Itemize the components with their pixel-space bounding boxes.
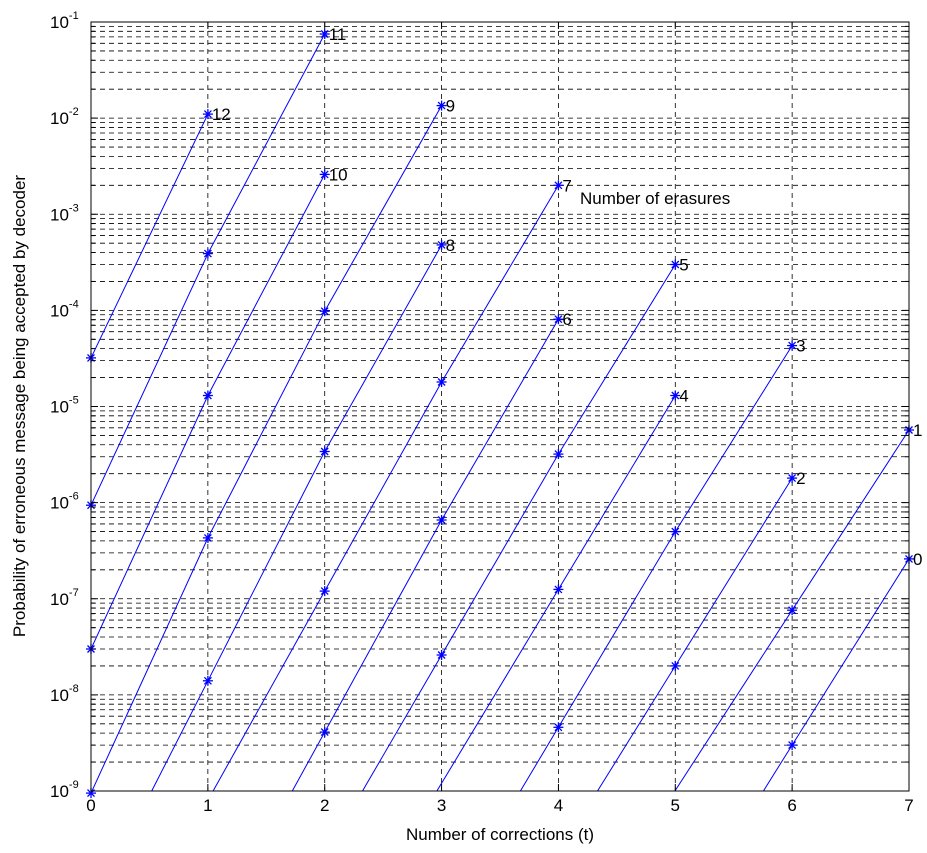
series-markers bbox=[86, 29, 914, 799]
y-tick-label: 10-1 bbox=[50, 10, 79, 32]
series-line-5 bbox=[362, 264, 676, 791]
data-point-marker bbox=[787, 740, 798, 751]
y-tick-label: 10-2 bbox=[50, 106, 79, 128]
y-tick-label: 10-8 bbox=[50, 683, 79, 705]
series-label-7: 7 bbox=[562, 176, 571, 195]
series-line-8 bbox=[151, 244, 443, 791]
annotation-number-of-erasures: Number of erasures bbox=[580, 189, 730, 208]
data-point-marker bbox=[319, 306, 330, 317]
axis-ticks bbox=[90, 21, 910, 792]
data-point-marker bbox=[787, 605, 798, 616]
y-tick-label: 10-4 bbox=[50, 298, 79, 320]
data-point-marker bbox=[553, 314, 564, 325]
data-point-marker bbox=[436, 650, 447, 660]
data-point-marker bbox=[202, 109, 213, 120]
x-tick-label: 3 bbox=[437, 796, 446, 815]
data-point-marker bbox=[202, 532, 213, 543]
data-point-marker bbox=[670, 526, 681, 537]
y-tick-label: 10-3 bbox=[50, 202, 79, 224]
series-line-7 bbox=[212, 185, 559, 791]
data-point-marker bbox=[670, 660, 681, 671]
y-tick-labels: 10-9 10-8 10-7 10-6 10-5 10-4 10-3 10-2 10-1 bbox=[50, 10, 79, 801]
x-tick-label: 2 bbox=[320, 796, 329, 815]
y-tick-label: 10-5 bbox=[50, 395, 79, 417]
y-tick-label: 10-7 bbox=[50, 587, 79, 609]
data-point-marker bbox=[436, 239, 447, 250]
series-label-9: 9 bbox=[446, 97, 455, 116]
series-label-10: 10 bbox=[329, 165, 348, 184]
series-line-3 bbox=[519, 345, 793, 791]
data-point-marker bbox=[202, 248, 213, 259]
series-label-12: 12 bbox=[212, 105, 231, 124]
data-point-marker bbox=[319, 727, 330, 738]
x-axis-title: Number of corrections (t) bbox=[406, 825, 594, 844]
x-tick-label: 4 bbox=[554, 796, 563, 815]
series-line-12 bbox=[91, 113, 209, 360]
series-line-10 bbox=[91, 174, 326, 651]
series-label-5: 5 bbox=[679, 256, 688, 275]
data-point-marker bbox=[202, 675, 213, 686]
x-tick-labels: 0 1 2 3 4 5 6 7 bbox=[86, 796, 913, 815]
series-label-8: 8 bbox=[446, 236, 455, 255]
series-label-6: 6 bbox=[562, 310, 571, 329]
data-point-marker bbox=[553, 449, 564, 460]
data-point-marker bbox=[553, 584, 564, 595]
data-point-marker bbox=[670, 259, 681, 270]
series-line-6 bbox=[291, 318, 559, 791]
grid bbox=[91, 22, 909, 791]
y-axis-title: Probability of erroneous message being a… bbox=[10, 175, 29, 637]
y-tick-label: 10-6 bbox=[50, 491, 79, 513]
data-point-marker bbox=[436, 515, 447, 525]
series-label-11: 11 bbox=[329, 25, 347, 44]
x-tick-label: 5 bbox=[671, 796, 680, 815]
data-point-marker bbox=[319, 586, 330, 597]
series-label-2: 2 bbox=[796, 469, 805, 488]
series-label-4: 4 bbox=[679, 387, 688, 406]
x-tick-label: 1 bbox=[203, 796, 212, 815]
x-tick-label: 6 bbox=[787, 796, 796, 815]
data-point-marker bbox=[202, 390, 213, 401]
data-point-marker bbox=[553, 722, 564, 733]
x-tick-label: 7 bbox=[904, 796, 913, 815]
data-point-marker bbox=[670, 390, 681, 401]
data-point-marker bbox=[787, 340, 798, 351]
x-tick-label: 0 bbox=[86, 796, 95, 815]
data-point-marker bbox=[553, 180, 564, 191]
series-label-1: 1 bbox=[913, 421, 922, 440]
data-point-marker bbox=[319, 29, 330, 39]
data-point-marker bbox=[436, 100, 447, 111]
data-point-marker bbox=[787, 473, 798, 484]
series-label-0: 0 bbox=[913, 550, 922, 569]
series-label-3: 3 bbox=[796, 337, 805, 356]
y-tick-label: 10-9 bbox=[50, 779, 79, 801]
data-point-marker bbox=[436, 377, 447, 387]
series-line-11 bbox=[91, 33, 326, 507]
data-point-marker bbox=[319, 169, 330, 180]
data-point-marker bbox=[319, 446, 330, 457]
